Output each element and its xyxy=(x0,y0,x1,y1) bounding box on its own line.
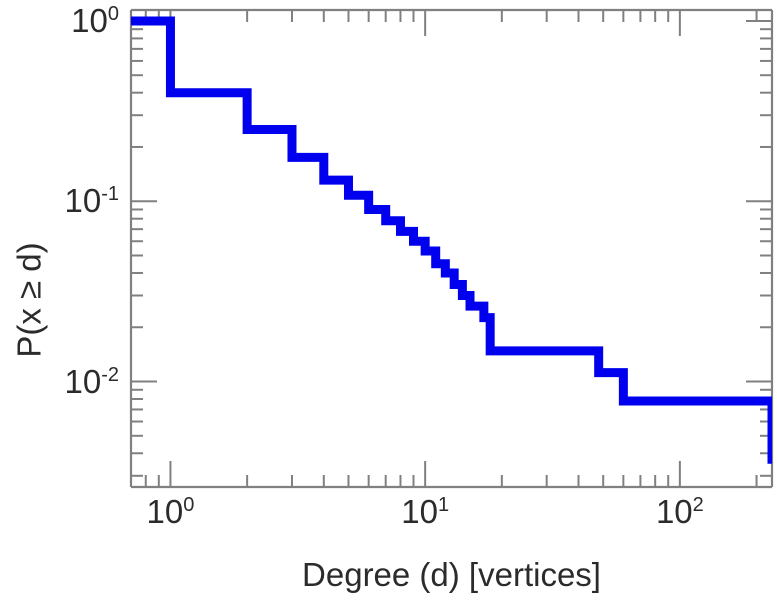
series-line-0 xyxy=(131,16,772,464)
axes-frame xyxy=(129,8,774,489)
x-tick-label-0: 100 xyxy=(147,493,195,531)
y-tick-label-0: 100 xyxy=(71,2,119,40)
y-tick-mantissa: 10 xyxy=(64,362,102,400)
x-tick-exponent: 0 xyxy=(183,494,195,516)
x-axis-label: Degree (d) [vertices] xyxy=(302,556,601,593)
x-tick-exponent: 2 xyxy=(692,494,704,516)
data-series-layer xyxy=(131,16,772,464)
x-tick-mantissa: 10 xyxy=(655,493,693,530)
y-tick-mantissa: 10 xyxy=(71,1,108,39)
x-tick-label-1: 101 xyxy=(401,493,449,531)
y-tick-label-1: 10-1 xyxy=(64,182,119,220)
y-tick-exponent: -2 xyxy=(101,363,119,386)
x-tick-label-2: 102 xyxy=(656,493,704,531)
x-tick-mantissa: 10 xyxy=(146,493,184,530)
x-tick-exponent: 1 xyxy=(437,494,450,516)
axis-ticks xyxy=(131,10,772,487)
y-tick-label-2: 10-2 xyxy=(64,363,119,401)
y-tick-exponent: -1 xyxy=(101,183,119,206)
x-tick-mantissa: 10 xyxy=(401,493,438,530)
y-tick-mantissa: 10 xyxy=(64,182,102,220)
y-tick-exponent: 0 xyxy=(107,2,119,25)
